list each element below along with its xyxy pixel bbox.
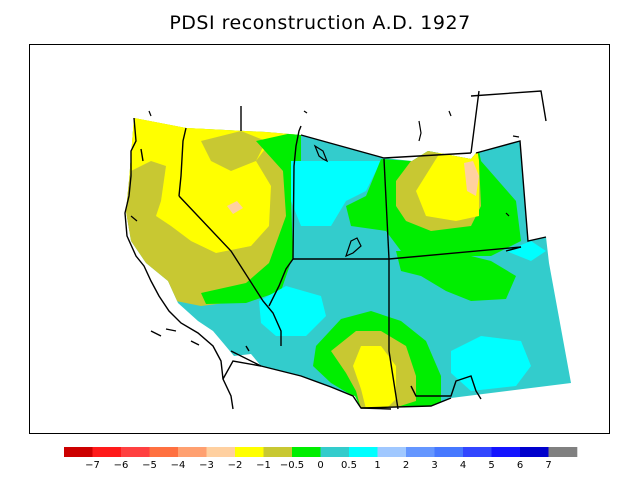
scale-tick-label: −7	[85, 460, 100, 471]
color-swatch	[548, 447, 578, 457]
state-boundaries	[124, 90, 547, 410]
color-swatch	[491, 447, 521, 457]
color-swatch	[406, 447, 435, 457]
color-swatch	[149, 447, 179, 457]
scale-tick-label: 7	[545, 460, 551, 471]
color-swatch	[178, 447, 207, 457]
lakes	[130, 110, 520, 258]
color-swatch	[64, 447, 93, 457]
map-title: PDSI reconstruction A.D. 1927	[169, 12, 471, 34]
color-swatch	[463, 447, 492, 457]
color-swatch	[235, 447, 264, 457]
color-swatch	[377, 447, 407, 457]
scale-tick-label: −5	[142, 460, 157, 471]
scale-tick-label: 5	[488, 460, 494, 471]
scale-tick-label: 1	[374, 460, 380, 471]
scale-tick-label: −1	[256, 460, 271, 471]
color-swatch	[434, 447, 464, 457]
scale-tick-label: 6	[517, 460, 523, 471]
color-swatch	[121, 447, 150, 457]
color-swatch	[263, 447, 293, 457]
scale-tick-label: 4	[460, 460, 466, 471]
scale-tick-label: 0.5	[341, 460, 357, 471]
scale-tick-label: 2	[403, 460, 409, 471]
pdsi-map	[124, 90, 571, 410]
color-swatch	[520, 447, 549, 457]
color-swatch	[292, 447, 321, 457]
color-swatch	[320, 447, 350, 457]
scale-tick-label: 3	[431, 460, 437, 471]
scale-tick-label: −4	[171, 460, 186, 471]
map-frame	[29, 44, 610, 434]
scale-tick-label: −6	[114, 460, 129, 471]
scale-tick-label: −0.5	[280, 460, 304, 471]
scale-tick-label: 0	[317, 460, 323, 471]
color-swatch	[92, 447, 122, 457]
color-swatch	[206, 447, 236, 457]
color-swatch	[349, 447, 378, 457]
scale-tick-label: −2	[228, 460, 243, 471]
scale-tick-label: −3	[199, 460, 214, 471]
